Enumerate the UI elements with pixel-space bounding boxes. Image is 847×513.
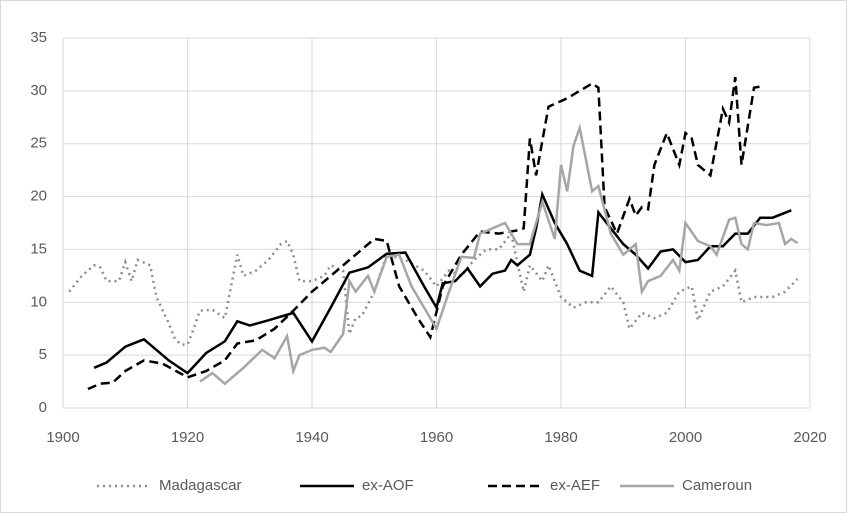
legend-label: Madagascar xyxy=(159,477,242,494)
y-tick-label: 20 xyxy=(30,188,47,205)
x-tick-label: 1900 xyxy=(46,429,79,446)
x-tick-label: 1960 xyxy=(420,429,453,446)
series-line xyxy=(199,123,799,386)
x-tick-label: 2000 xyxy=(669,429,702,446)
legend-label: ex-AEF xyxy=(550,477,600,494)
y-tick-label: 35 xyxy=(30,29,47,46)
series-line xyxy=(68,230,799,346)
legend-label: Cameroun xyxy=(682,477,752,494)
y-tick-label: 10 xyxy=(30,293,47,310)
y-tick-label: 0 xyxy=(39,399,47,416)
y-tick-label: 15 xyxy=(30,240,47,257)
x-tick-label: 1980 xyxy=(544,429,577,446)
y-tick-label: 25 xyxy=(30,135,47,152)
x-tick-label: 1940 xyxy=(295,429,328,446)
y-tick-label: 30 xyxy=(30,82,47,99)
x-tick-label: 1920 xyxy=(171,429,204,446)
x-tick-label: 2020 xyxy=(793,429,826,446)
legend-label: ex-AOF xyxy=(362,477,414,494)
y-tick-label: 5 xyxy=(39,346,47,363)
